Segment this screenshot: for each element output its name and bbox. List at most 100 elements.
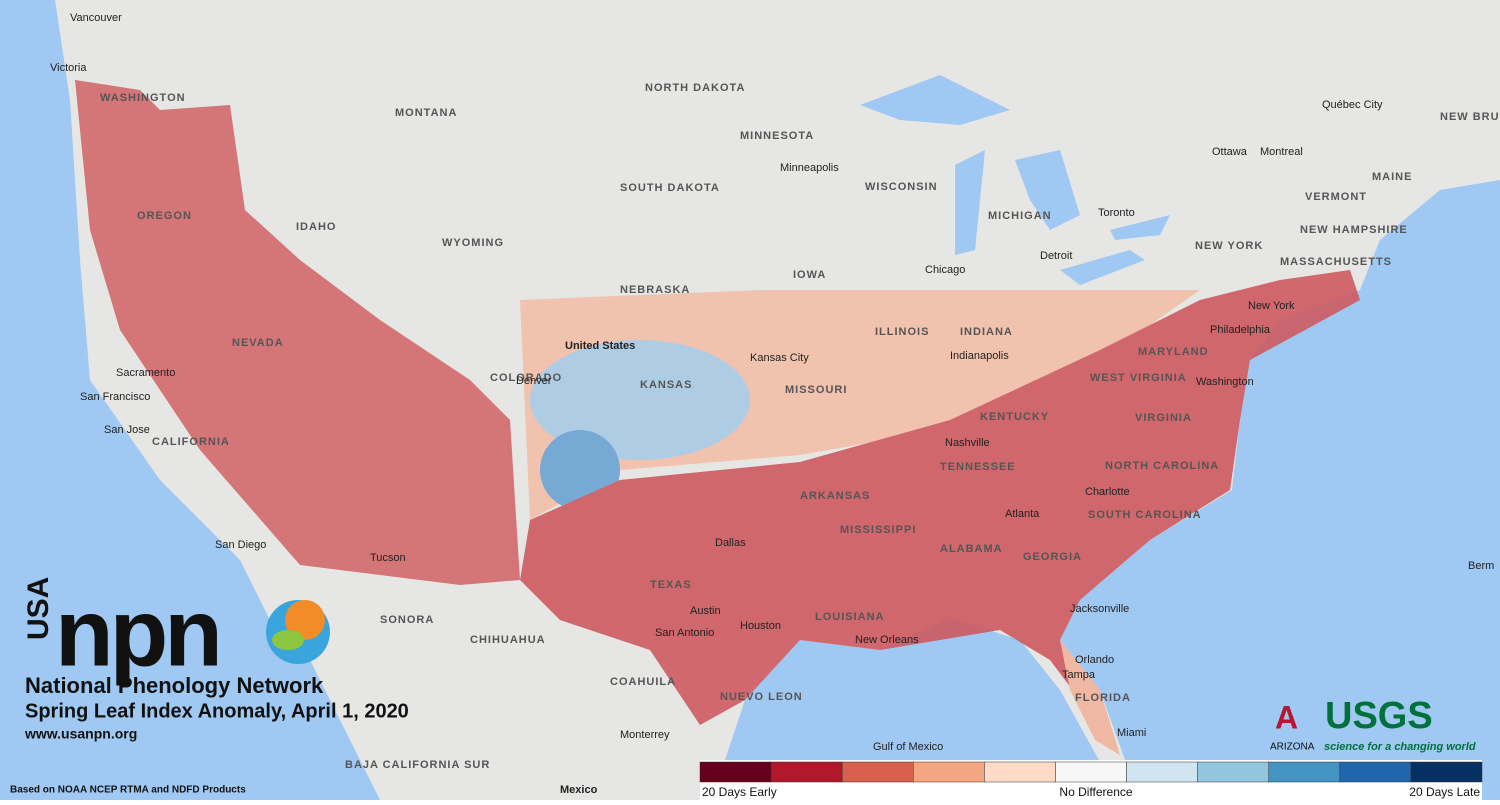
arizona-label: ARIZONA (1270, 742, 1315, 753)
legend-swatch (1055, 761, 1127, 783)
map-label: Québec City (1322, 99, 1383, 111)
map-label: SOUTH CAROLINA (1088, 509, 1202, 521)
map-label: Philadelphia (1210, 324, 1271, 336)
map-label: NORTH DAKOTA (645, 82, 745, 94)
legend-swatch (699, 761, 772, 783)
map-label: LOUISIANA (815, 611, 885, 623)
map-label: Victoria (50, 62, 87, 74)
map-label: GEORGIA (1023, 551, 1082, 563)
legend-swatch (913, 761, 985, 783)
map-label: Tampa (1062, 669, 1096, 681)
branding: USA npn National Phenology Network Sprin… (10, 577, 1476, 796)
usgs-tagline: science for a changing world (1324, 741, 1476, 753)
map-label: KENTUCKY (980, 411, 1049, 423)
map-label: New Orleans (855, 634, 919, 646)
map-label: Atlanta (1005, 508, 1040, 520)
map-label: VIRGINIA (1135, 412, 1192, 424)
map-label: Houston (740, 620, 781, 632)
map-label: WYOMING (442, 237, 504, 249)
map-label: NEVADA (232, 337, 284, 349)
legend: 20 Days Early No Difference 20 Days Late (699, 760, 1483, 800)
map-labels: Vancouver Victoria WASHINGTON MONTANA NORTH … (50, 12, 1500, 796)
source-note: Based on NOAA NCEP RTMA and NDFD Product… (10, 785, 246, 796)
map-label: COLORADO (490, 372, 562, 384)
map-label: ARKANSAS (800, 490, 870, 502)
map-label: San Jose (104, 424, 150, 436)
map-label: IDAHO (296, 221, 336, 233)
legend-swatch (841, 761, 914, 783)
map-label: San Antonio (655, 627, 714, 639)
map-label: BAJA CALIFORNIA SUR (345, 759, 490, 771)
anomaly-layer (75, 80, 1360, 755)
map-label: Ottawa (1212, 146, 1248, 158)
arizona-logo: A (1275, 699, 1298, 735)
map-label: SOUTH DAKOTA (620, 182, 720, 194)
map-label: Nashville (945, 437, 990, 449)
map-label: TEXAS (650, 579, 692, 591)
leaf-logo-leaf (272, 630, 304, 650)
legend-swatch (1339, 761, 1412, 783)
map-label: MISSOURI (785, 384, 847, 396)
map-label: Austin (690, 605, 721, 617)
map-label: Orlando (1075, 654, 1114, 666)
map-label: FLORIDA (1075, 692, 1131, 704)
map-label: Vancouver (70, 12, 122, 24)
map-label: OREGON (137, 210, 192, 222)
legend-right-label: 20 Days Late (1409, 785, 1480, 799)
map-label: Miami (1117, 727, 1146, 739)
map-label: Indianapolis (950, 350, 1009, 362)
map-label: MONTANA (395, 107, 457, 119)
map-label: Washington (1196, 376, 1254, 388)
map-label: KANSAS (640, 379, 692, 391)
map-label: Detroit (1040, 250, 1072, 262)
usgs-logo: USGS (1325, 695, 1433, 737)
map-label: United States (565, 340, 635, 352)
map-label: Gulf of Mexico (873, 741, 943, 753)
map-label: MARYLAND (1138, 346, 1209, 358)
map-label: WASHINGTON (100, 92, 186, 104)
map-label: Mexico (560, 784, 598, 796)
map-label: San Diego (215, 539, 266, 551)
usa-mark: USA (22, 577, 55, 640)
legend-left-label: 20 Days Early (702, 785, 777, 799)
map-label: NEW BRUNSWICK (1440, 111, 1500, 123)
map-label: IOWA (793, 269, 826, 281)
legend-swatch (1197, 761, 1269, 783)
map-label: NORTH CAROLINA (1105, 460, 1219, 472)
map-label: Chicago (925, 264, 965, 276)
map-title: Spring Leaf Index Anomaly, April 1, 2020 (25, 700, 409, 722)
map-label: NEW HAMPSHIRE (1300, 224, 1408, 236)
map-label: NEW YORK (1195, 240, 1263, 252)
map-label: New York (1248, 300, 1295, 312)
map-label: INDIANA (960, 326, 1013, 338)
map-label: WEST VIRGINIA (1090, 372, 1187, 384)
map-label: Kansas City (750, 352, 809, 364)
map-label: Jacksonville (1070, 603, 1129, 615)
map-label: SONORA (380, 614, 434, 626)
map-label: MASSACHUSETTS (1280, 256, 1392, 268)
map-label: MAINE (1372, 171, 1412, 183)
map-label: MINNESOTA (740, 130, 814, 142)
map-label: Monterrey (620, 729, 670, 741)
map-label: NEBRASKA (620, 284, 690, 296)
map-label: CALIFORNIA (152, 436, 230, 448)
map-label: CHIHUAHUA (470, 634, 546, 646)
legend-swatch (1268, 761, 1341, 783)
map-label: Dallas (715, 537, 746, 549)
map-label: San Francisco (80, 391, 150, 403)
map-label: NUEVO LEON (720, 691, 803, 703)
map-label: ILLINOIS (875, 326, 929, 338)
map-label: Montreal (1260, 146, 1303, 158)
map-label: Berm (1468, 560, 1494, 572)
map-label: COAHUILA (610, 676, 676, 688)
url: www.usanpn.org (24, 726, 137, 742)
map-label: TENNESSEE (940, 461, 1016, 473)
map-label: Denver (516, 375, 552, 387)
legend-swatch (984, 761, 1056, 783)
legend-swatch (770, 761, 843, 783)
legend-swatch (1126, 761, 1198, 783)
legend-swatch (1410, 761, 1483, 783)
legend-center-label: No Difference (1059, 785, 1132, 799)
map-label: MICHIGAN (988, 210, 1052, 222)
